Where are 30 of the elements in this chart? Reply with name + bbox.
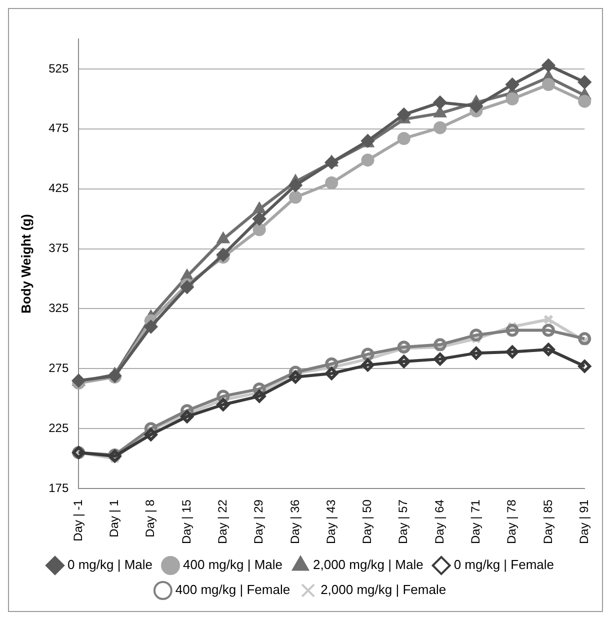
y-tick-label: 275: [48, 360, 69, 375]
legend-label: 2,000 mg/kg | Male: [312, 557, 424, 572]
x-tick-label: Day | 15: [179, 499, 194, 544]
y-tick-label: 525: [48, 61, 69, 76]
y-tick-label: 175: [48, 480, 69, 495]
y-tick-label: 325: [48, 301, 69, 316]
x-tick-label: Day | 91: [576, 499, 591, 544]
x-tick-label: Day | 50: [360, 499, 374, 544]
y-axis-title: Body Weight (g): [18, 214, 34, 314]
x-tick-label: Day | 36: [288, 499, 302, 544]
x-tick-label: Day | 85: [540, 499, 555, 544]
x-tick-label: Day | 78: [504, 499, 519, 544]
x-tick-label: Day | -1: [70, 499, 85, 542]
y-tick-label: 375: [48, 241, 69, 256]
x-tick-label: Day | 57: [396, 499, 410, 544]
legend-label: 0 mg/kg | Male: [67, 557, 153, 572]
x-tick-label: Day | 71: [468, 499, 482, 544]
y-tick-label: 225: [48, 420, 69, 435]
legend-label: 2,000 mg/kg | Female: [320, 582, 446, 598]
y-tick-label: 425: [48, 181, 69, 196]
x-tick-label: Day | 1: [107, 499, 122, 538]
x-tick-label: Day | 29: [252, 499, 266, 544]
x-tick-label: Day | 43: [324, 499, 338, 544]
legend-label: 400 mg/kg | Male: [183, 557, 282, 572]
legend-label: 0 mg/kg | Female: [454, 557, 554, 572]
x-tick-label: Day | 64: [432, 499, 446, 544]
x-tick-label: Day | 8: [143, 499, 158, 538]
legend-label: 400 mg/kg | Female: [175, 582, 290, 598]
x-tick-label: Day | 22: [216, 499, 230, 544]
y-tick-label: 475: [48, 121, 69, 136]
